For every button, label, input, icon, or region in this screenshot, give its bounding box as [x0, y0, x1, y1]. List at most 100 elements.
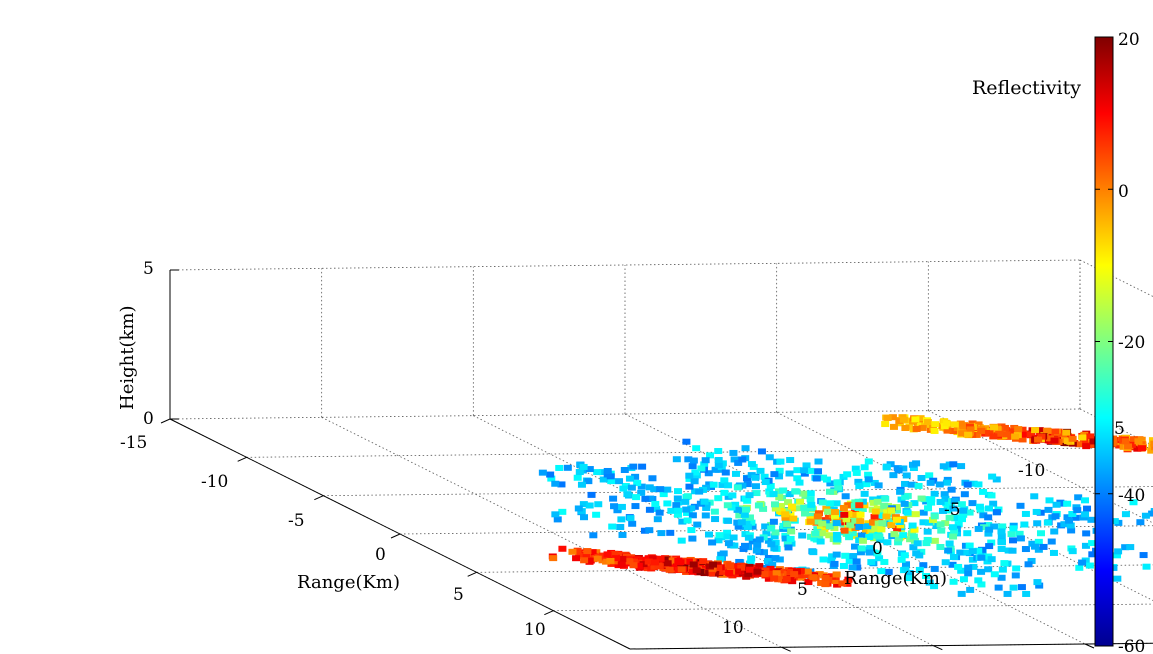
reflectivity-gate — [734, 459, 743, 466]
reflectivity-gate — [917, 474, 926, 481]
reflectivity-gate — [732, 568, 741, 575]
reflectivity-gate — [547, 475, 556, 482]
reflectivity-gate — [677, 566, 686, 573]
reflectivity-gate — [893, 525, 902, 532]
reflectivity-gate — [579, 463, 588, 470]
reflectivity-gate — [995, 430, 1004, 437]
reflectivity-gate — [688, 463, 697, 470]
reflectivity-gate — [708, 539, 717, 546]
reflectivity-gate — [987, 492, 996, 499]
reflectivity-gate — [782, 575, 791, 582]
reflectivity-gate — [889, 423, 898, 430]
reflectivity-gate — [760, 473, 769, 480]
reflectivity-gate — [936, 543, 945, 550]
reflectivity-gate — [882, 520, 891, 527]
reflectivity-gate — [787, 503, 796, 510]
reflectivity-gate — [852, 558, 861, 565]
reflectivity-gate — [928, 516, 937, 523]
reflectivity-gate — [557, 481, 566, 488]
reflectivity-gate — [759, 505, 768, 512]
reflectivity-gate — [770, 471, 779, 478]
reflectivity-gate — [1033, 579, 1042, 586]
reflectivity-gate — [939, 463, 948, 470]
reflectivity-gate — [838, 580, 847, 587]
reflectivity-gate — [764, 554, 773, 561]
x-tick: 5 — [453, 585, 464, 605]
reflectivity-gate — [985, 543, 994, 550]
reflectivity-gate — [964, 570, 973, 577]
reflectivity-gate — [974, 481, 983, 488]
reflectivity-gate — [741, 445, 750, 452]
reflectivity-gate — [1016, 535, 1025, 542]
reflectivity-gate — [877, 526, 886, 533]
reflectivity-gate — [849, 553, 858, 560]
reflectivity-gate — [685, 475, 694, 482]
reflectivity-gate — [579, 501, 588, 508]
reflectivity-gate — [701, 566, 710, 573]
reflectivity-gate — [714, 495, 723, 502]
reflectivity-gate — [701, 512, 710, 519]
reflectivity-gate — [1051, 513, 1060, 520]
reflectivity-gate — [795, 572, 804, 579]
reflectivity-gate — [771, 539, 780, 546]
reflectivity-gate — [830, 560, 839, 567]
reflectivity-gate — [724, 482, 733, 489]
reflectivity-gate — [623, 491, 632, 498]
reflectivity-gate — [1003, 590, 1012, 597]
reflectivity-gate — [1034, 538, 1043, 545]
reflectivity-gate — [645, 527, 654, 534]
reflectivity-gate — [858, 537, 867, 544]
reflectivity-gate — [856, 511, 865, 518]
reflectivity-gate — [573, 474, 582, 481]
reflectivity-gate — [1150, 444, 1153, 451]
reflectivity-gate — [831, 509, 840, 516]
reflectivity-gate — [894, 467, 903, 474]
reflectivity-gate — [799, 490, 808, 497]
reflectivity-gate — [1129, 436, 1138, 443]
reflectivity-gate — [745, 492, 754, 499]
reflectivity-gate — [673, 495, 682, 502]
reflectivity-gate — [1050, 528, 1059, 535]
reflectivity-gate — [851, 465, 860, 472]
reflectivity-gate — [930, 537, 939, 544]
reflectivity-gate — [678, 518, 687, 525]
reflectivity-gate — [617, 561, 626, 568]
reflectivity-gate — [771, 555, 780, 562]
reflectivity-gate — [880, 502, 889, 509]
reflectivity-gate — [901, 561, 910, 568]
y-tick: -5 — [944, 500, 961, 520]
reflectivity-gate — [865, 533, 874, 540]
reflectivity-gate — [735, 512, 744, 519]
reflectivity-gate — [1008, 547, 1017, 554]
reflectivity-gate — [863, 523, 872, 530]
reflectivity-gate — [1019, 431, 1028, 438]
reflectivity-gate — [833, 535, 842, 542]
reflectivity-gate — [1050, 437, 1059, 444]
reflectivity-gate — [760, 571, 769, 578]
reflectivity-gate — [568, 548, 577, 555]
reflectivity-gate — [925, 472, 934, 479]
reflectivity-gate — [911, 511, 920, 518]
reflectivity-gate — [1141, 512, 1150, 519]
z-tick: 5 — [143, 259, 154, 279]
reflectivity-gate — [1083, 505, 1092, 512]
reflectivity-gate — [979, 512, 988, 519]
reflectivity-gate — [717, 551, 726, 558]
reflectivity-gate — [783, 541, 792, 548]
reflectivity-gate — [979, 488, 988, 495]
reflectivity-gate — [771, 529, 780, 536]
reflectivity-gate — [984, 522, 993, 529]
reflectivity-gate — [577, 481, 586, 488]
reflectivity-gate — [874, 482, 883, 489]
reflectivity-gate — [900, 552, 909, 559]
reflectivity-gate — [737, 519, 746, 526]
reflectivity-gate — [944, 507, 953, 514]
reflectivity-gate — [700, 461, 709, 468]
reflectivity-gate — [890, 531, 899, 538]
x-tick-mark — [467, 571, 477, 577]
z-tick: 0 — [143, 409, 154, 429]
reflectivity-gate — [1018, 436, 1027, 443]
reflectivity-gate — [672, 456, 681, 463]
reflectivity-gate — [769, 491, 778, 498]
